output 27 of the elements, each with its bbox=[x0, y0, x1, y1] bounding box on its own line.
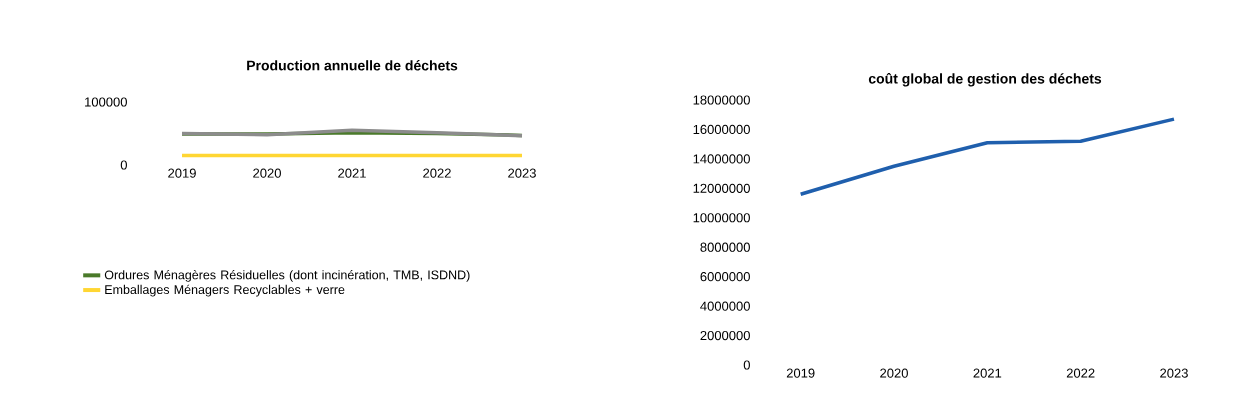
y-tick-label: 8000000 bbox=[700, 242, 750, 252]
x-tick-label: 2022 bbox=[1066, 368, 1095, 378]
y-tick-label: 2000000 bbox=[700, 330, 750, 341]
line-series bbox=[798, 117, 1176, 196]
chart-title: Production annuelle de déchets bbox=[247, 60, 458, 71]
x-tick-label: 2023 bbox=[1160, 368, 1188, 378]
y-tick-label: 0 bbox=[120, 160, 127, 170]
x-tick-label: 2021 bbox=[973, 368, 1002, 378]
y-tick-label: 4000000 bbox=[700, 301, 750, 311]
y-tick-label: 14000000 bbox=[693, 154, 750, 164]
legend-label: Ordures Ménagères Résiduelles (dont incinération, TMB, ISDND) bbox=[104, 269, 470, 282]
y-tick-label: 18000000 bbox=[693, 95, 750, 105]
x-tick-label: 2020 bbox=[880, 368, 908, 378]
y-tick-label: 12000000 bbox=[693, 183, 750, 193]
y-tick-label: 6000000 bbox=[700, 272, 750, 282]
x-tick-label: 2022 bbox=[423, 168, 451, 178]
y-tick-label: 16000000 bbox=[693, 124, 750, 135]
y-tick-label: 0 bbox=[743, 360, 750, 370]
x-tick-label: 2021 bbox=[338, 168, 366, 178]
x-tick-label: 2023 bbox=[508, 168, 536, 178]
x-tick-label: 2019 bbox=[168, 168, 196, 178]
y-tick-label: 100000 bbox=[85, 97, 127, 107]
x-tick-label: 2019 bbox=[786, 368, 815, 378]
chart-title: coût global de gestion des déchets bbox=[868, 73, 1102, 87]
y-tick-label: 10000000 bbox=[693, 213, 750, 223]
legend-label: Emballages Ménagers Recyclables + verre bbox=[105, 284, 345, 297]
x-tick-label: 2020 bbox=[253, 168, 281, 178]
